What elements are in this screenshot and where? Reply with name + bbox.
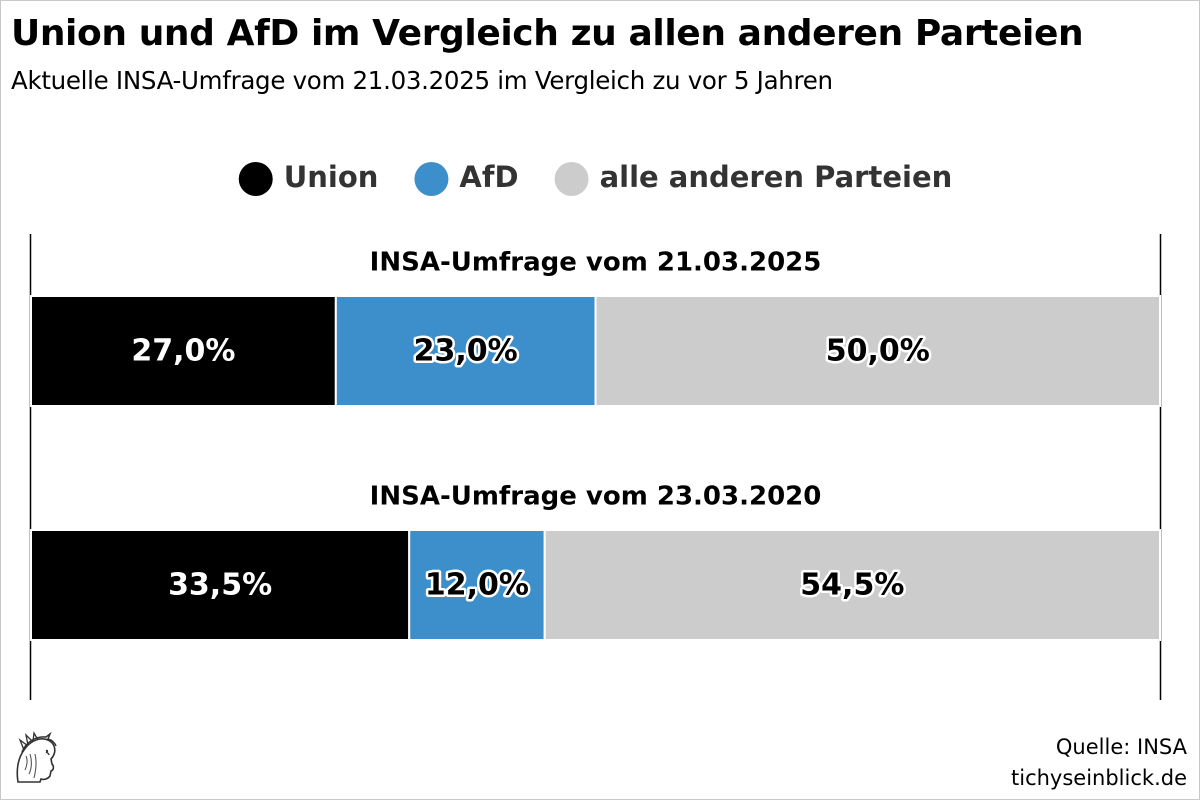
category-label-0: INSA-Umfrage vom 21.03.2025 — [370, 248, 822, 278]
legend-label-2: alle anderen Parteien — [600, 160, 953, 194]
bar-0-2 — [594, 295, 1161, 407]
legend-label-1: AfD — [459, 160, 518, 194]
legend-swatch-0 — [238, 162, 273, 196]
chart-title: Union und AfD im Vergleich zu allen ande… — [11, 13, 1084, 54]
site-credit: tichyseinblick.de — [1011, 766, 1187, 790]
data-label-0-1: 23,0% — [414, 334, 518, 369]
data-label-halo-0-1: 23,0% — [414, 334, 518, 369]
data-label-1-0: 33,5% — [168, 568, 272, 603]
data-label-1-1: 12,0% — [425, 568, 529, 603]
bar-1-2 — [543, 529, 1161, 641]
data-label-halo-0-2: 50,0% — [826, 334, 930, 369]
chart-footer: Quelle: INSA tichyseinblick.de — [1011, 732, 1187, 794]
source-note: Quelle: INSA — [1055, 735, 1187, 759]
bar-1-1 — [408, 529, 546, 641]
data-label-halo-1-1: 12,0% — [425, 568, 529, 603]
data-label-0-2: 50,0% — [826, 334, 930, 369]
bar-0-0 — [30, 295, 337, 407]
data-label-halo-1-2: 54,5% — [800, 568, 904, 603]
data-label-0-0: 27,0% — [131, 334, 235, 369]
legend-swatch-2 — [554, 162, 589, 196]
chart-subtitle: Aktuelle INSA-Umfrage vom 21.03.2025 im … — [11, 66, 833, 95]
legend-swatch-1 — [414, 162, 449, 196]
publisher-logo-icon — [10, 730, 62, 786]
data-label-1-2: 54,5% — [800, 568, 904, 603]
legend-label-0: Union — [284, 160, 379, 194]
category-label-1: INSA-Umfrage vom 23.03.2020 — [370, 482, 822, 512]
